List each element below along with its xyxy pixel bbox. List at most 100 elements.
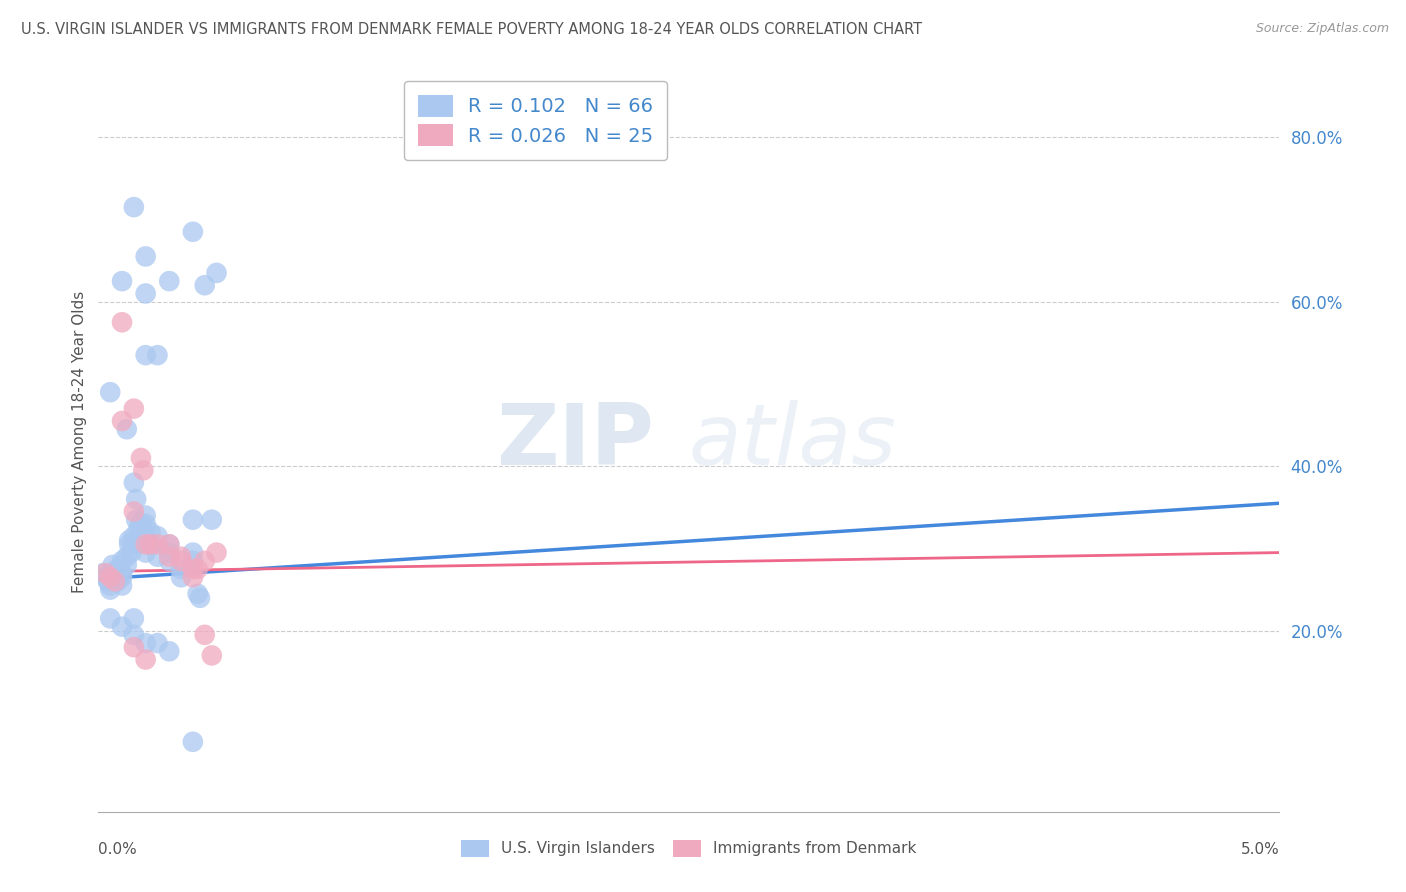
Point xyxy=(108,562,131,576)
Legend: U.S. Virgin Islanders, Immigrants from Denmark: U.S. Virgin Islanders, Immigrants from D… xyxy=(456,833,922,863)
Point xyxy=(111,274,134,288)
Point xyxy=(205,266,228,280)
Point xyxy=(157,537,180,551)
Point xyxy=(122,401,145,416)
Point xyxy=(157,549,180,564)
Point xyxy=(194,278,217,293)
Point xyxy=(122,504,145,518)
Point xyxy=(146,636,169,650)
Point xyxy=(97,574,120,589)
Point xyxy=(146,537,169,551)
Point xyxy=(201,513,224,527)
Point xyxy=(118,537,141,551)
Point xyxy=(188,591,211,605)
Point xyxy=(194,554,217,568)
Text: Source: ZipAtlas.com: Source: ZipAtlas.com xyxy=(1256,22,1389,36)
Point xyxy=(129,516,152,531)
Point xyxy=(125,492,148,507)
Point xyxy=(101,566,124,581)
Point xyxy=(122,529,145,543)
Point xyxy=(104,570,127,584)
Point xyxy=(111,570,134,584)
Point xyxy=(170,570,193,584)
Point xyxy=(181,562,204,576)
Point xyxy=(135,286,157,301)
Point xyxy=(170,554,193,568)
Point xyxy=(98,385,121,400)
Point xyxy=(187,587,209,601)
Point xyxy=(157,644,180,658)
Point xyxy=(111,566,134,581)
Point xyxy=(181,546,204,560)
Point xyxy=(128,521,150,535)
Point xyxy=(122,628,145,642)
Point xyxy=(98,570,121,584)
Point xyxy=(94,566,117,581)
Point xyxy=(104,574,127,589)
Point xyxy=(98,582,121,597)
Point xyxy=(118,533,141,548)
Point xyxy=(105,562,128,576)
Point xyxy=(205,546,228,560)
Point xyxy=(157,546,180,560)
Point xyxy=(101,558,124,572)
Point xyxy=(146,348,169,362)
Point xyxy=(122,537,145,551)
Point xyxy=(146,529,169,543)
Text: 0.0%: 0.0% xyxy=(98,842,138,857)
Point xyxy=(170,549,193,564)
Point xyxy=(132,524,155,539)
Point xyxy=(187,562,209,576)
Point xyxy=(91,566,114,581)
Point xyxy=(121,546,143,560)
Point xyxy=(181,225,204,239)
Point xyxy=(146,549,169,564)
Point xyxy=(129,450,152,465)
Text: U.S. VIRGIN ISLANDER VS IMMIGRANTS FROM DENMARK FEMALE POVERTY AMONG 18-24 YEAR : U.S. VIRGIN ISLANDER VS IMMIGRANTS FROM … xyxy=(21,22,922,37)
Point xyxy=(98,578,121,592)
Point xyxy=(111,414,134,428)
Point xyxy=(94,570,117,584)
Point xyxy=(122,475,145,490)
Point xyxy=(115,422,138,436)
Text: ZIP: ZIP xyxy=(496,400,654,483)
Point xyxy=(105,574,128,589)
Point xyxy=(98,611,121,625)
Point xyxy=(111,619,134,633)
Point xyxy=(181,570,204,584)
Point xyxy=(181,554,204,568)
Point xyxy=(104,574,127,589)
Point xyxy=(139,524,162,539)
Point xyxy=(135,508,157,523)
Y-axis label: Female Poverty Among 18-24 Year Olds: Female Poverty Among 18-24 Year Olds xyxy=(72,291,87,592)
Point xyxy=(181,735,204,749)
Text: 5.0%: 5.0% xyxy=(1240,842,1279,857)
Point xyxy=(111,315,134,329)
Point xyxy=(135,652,157,666)
Point xyxy=(157,274,180,288)
Point xyxy=(115,549,138,564)
Point xyxy=(157,537,180,551)
Point xyxy=(132,463,155,477)
Point xyxy=(170,562,193,576)
Text: atlas: atlas xyxy=(689,400,897,483)
Point xyxy=(181,513,204,527)
Point xyxy=(122,640,145,655)
Point xyxy=(135,348,157,362)
Point xyxy=(111,554,134,568)
Point xyxy=(122,611,145,625)
Point xyxy=(111,578,134,592)
Point xyxy=(135,546,157,560)
Point xyxy=(122,200,145,214)
Point xyxy=(194,628,217,642)
Point xyxy=(201,648,224,663)
Point xyxy=(157,554,180,568)
Point xyxy=(135,636,157,650)
Point xyxy=(125,513,148,527)
Point xyxy=(115,558,138,572)
Point xyxy=(135,537,157,551)
Point xyxy=(139,537,162,551)
Point xyxy=(135,516,157,531)
Point xyxy=(139,537,162,551)
Point xyxy=(135,250,157,264)
